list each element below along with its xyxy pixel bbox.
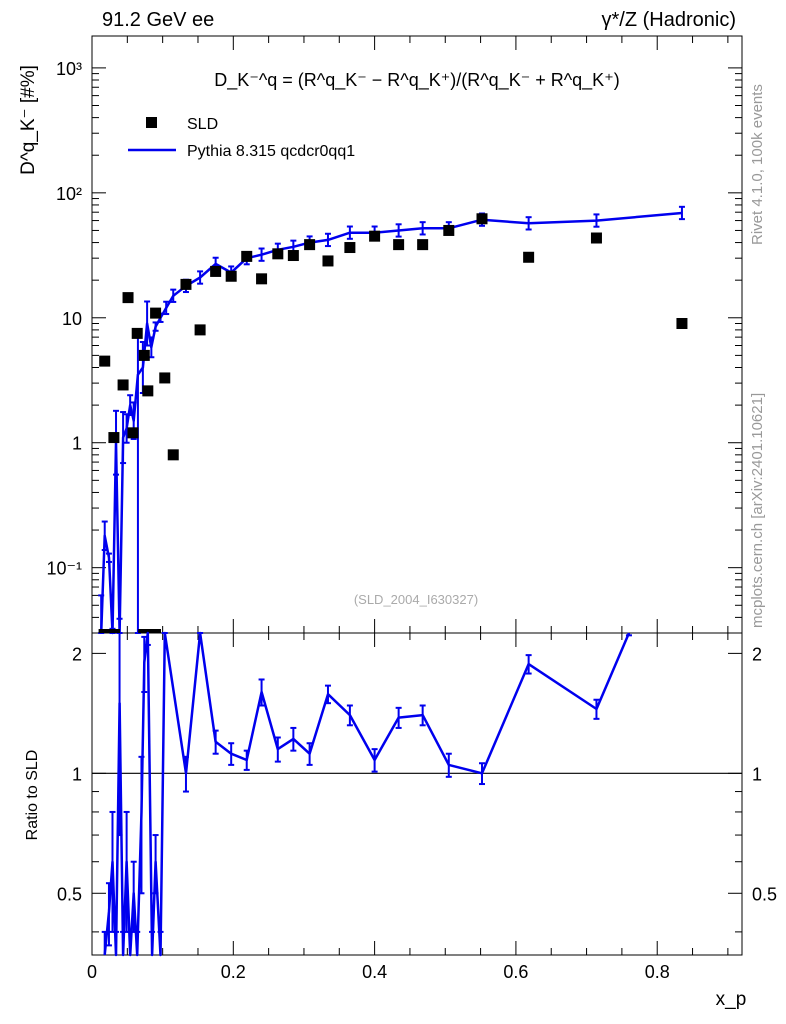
axes-ticks: 0 0.2 0.4 0.6 0.8 10⁻¹ 1 10 10² 10³ 0.5 0.5 1 1 2 2 [46,36,777,982]
y-tick-label: 1 [72,434,82,454]
sld-offscale-marker [106,629,115,633]
header-left-label: 91.2 GeV ee [102,9,214,31]
sld-data-point [256,273,268,285]
sld-data-point [369,230,381,242]
sld-data-point [272,248,284,260]
header-right-label: γ*/Z (Hadronic) [602,9,736,31]
ratio-tick-label-right: 2 [752,644,762,664]
mcplots-label: mcplots.cern.ch [arXiv:2401.10621] [749,393,766,628]
sld-data-point [523,251,535,263]
main-plot-area [98,205,688,635]
y-axis-label: D^q_K⁻ [#%] [18,65,39,175]
sld-data-point [476,213,488,225]
x-tick-label: 0.2 [221,962,246,982]
y-tick-label: 10² [56,184,82,204]
ratio-plot-area [92,631,742,957]
sld-data-point [443,224,455,236]
sld-data-point [225,270,237,282]
ratio-series-line [103,631,631,957]
ratio-tick-label-right: 1 [752,764,762,784]
ratio-tick-label: 1 [72,764,82,784]
sld-data-point [180,278,192,290]
sld-data-point [393,239,405,251]
x-tick-label: 0.4 [362,962,387,982]
x-tick-label: 0.6 [503,962,528,982]
ratio-tick-label: 0.5 [57,884,82,904]
x-axis-label: x_p [716,989,747,1010]
sld-data-point [590,232,602,244]
y-tick-label: 10 [62,309,82,329]
sld-data-point [304,239,316,251]
ratio-y-axis-label: Ratio to SLD [24,750,41,841]
sld-data-point [108,432,120,444]
sld-offscale-marker [138,629,147,633]
sld-data-point [99,355,111,367]
ratio-tick-label: 2 [72,644,82,664]
sld-data-point [127,427,139,439]
sld-data-point [676,317,688,329]
analysis-watermark: (SLD_2004_I630327) [354,592,478,607]
rivet-version-label: Rivet 4.1.0, 100k events [749,84,766,245]
sld-offscale-marker [148,629,157,633]
sld-data-point [194,324,206,336]
sld-data-point [322,255,334,267]
legend-sld-label: SLD [187,116,218,133]
y-tick-label: 10³ [56,59,82,79]
sld-data-point [167,449,179,461]
sld-data-point [210,265,222,277]
pythia-series-line [99,211,683,635]
legend-sld-marker [146,117,157,128]
sld-data-point [142,385,154,397]
sld-data-point [287,250,299,262]
ratio-tick-label-right: 0.5 [752,884,777,904]
sld-data-point [344,242,356,254]
sld-data-point [117,379,129,391]
sld-data-point [131,327,143,339]
sld-data-point [122,292,134,304]
chart-title: D_K⁻^q = (R^q_K⁻ − R^q_K⁺)/(R^q_K⁻ + R^q… [214,70,619,91]
sld-data-point [138,349,150,361]
sld-offscale-marker [153,629,161,633]
sld-data-point [417,239,429,251]
y-tick-label: 10⁻¹ [46,559,82,579]
x-tick-label: 0.8 [645,962,670,982]
sld-data-point [159,372,171,384]
ratio-plot-frame [91,632,743,956]
sld-data-point [150,307,162,319]
sld-offscale-marker [98,629,107,633]
x-tick-label: 0 [87,962,97,982]
legend-pythia-label: Pythia 8.315 qcdcr0qq1 [187,143,355,160]
sld-data-point [241,250,253,262]
sld-offscale-marker [112,629,121,633]
